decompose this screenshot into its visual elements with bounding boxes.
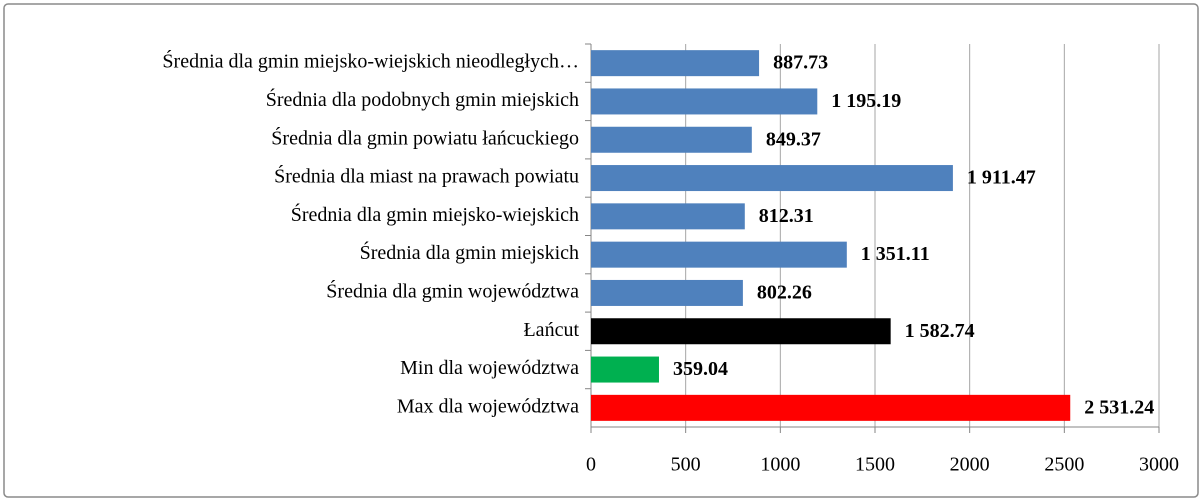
value-label: 1 582.74 bbox=[905, 320, 975, 342]
bar bbox=[591, 279, 743, 306]
x-tick-label: 2000 bbox=[950, 454, 990, 476]
bar bbox=[591, 165, 953, 192]
y-tick-label: Min dla województwa bbox=[400, 357, 579, 379]
value-label: 1 911.47 bbox=[967, 167, 1036, 189]
y-tick-label: Średnia dla gmin powiatu łańcuckiego bbox=[271, 125, 579, 149]
bar bbox=[591, 203, 745, 230]
y-tick-label: Łańcut bbox=[523, 319, 579, 341]
bar bbox=[591, 356, 659, 383]
value-label: 849.37 bbox=[766, 128, 821, 150]
bar bbox=[591, 241, 847, 268]
y-tick-label: Średnia dla gmin miejsko-wiejskich nieod… bbox=[162, 49, 579, 73]
value-label: 359.04 bbox=[673, 358, 728, 380]
value-label: 1 351.11 bbox=[861, 243, 930, 265]
bar bbox=[591, 50, 760, 77]
bar bbox=[591, 88, 818, 115]
y-tick-label: Średnia dla podobnych gmin miejskich bbox=[266, 87, 579, 111]
x-tick-label: 1500 bbox=[855, 454, 895, 476]
x-tick-label: 1000 bbox=[760, 454, 800, 476]
y-tick-label: Średnia dla gmin województwa bbox=[326, 279, 579, 303]
y-tick-label: Średnia dla miast na prawach powiatu bbox=[274, 164, 579, 188]
y-tick-label: Średnia dla gmin miejskich bbox=[360, 240, 579, 264]
y-tick-label: Max dla województwa bbox=[397, 395, 579, 417]
x-tick-label: 2500 bbox=[1044, 454, 1084, 476]
x-tick-label: 500 bbox=[671, 454, 701, 476]
bar bbox=[591, 126, 752, 153]
value-label: 2 531.24 bbox=[1084, 396, 1154, 418]
y-tick-label: Średnia dla gmin miejsko-wiejskich bbox=[291, 202, 579, 226]
bar bbox=[591, 394, 1071, 421]
value-label: 887.73 bbox=[773, 52, 828, 74]
value-label: 812.31 bbox=[759, 205, 814, 227]
x-tick-label: 0 bbox=[586, 454, 596, 476]
value-label: 1 195.19 bbox=[831, 90, 901, 112]
value-label: 802.26 bbox=[757, 282, 812, 304]
x-tick-label: 3000 bbox=[1139, 454, 1179, 476]
bar bbox=[591, 318, 891, 345]
